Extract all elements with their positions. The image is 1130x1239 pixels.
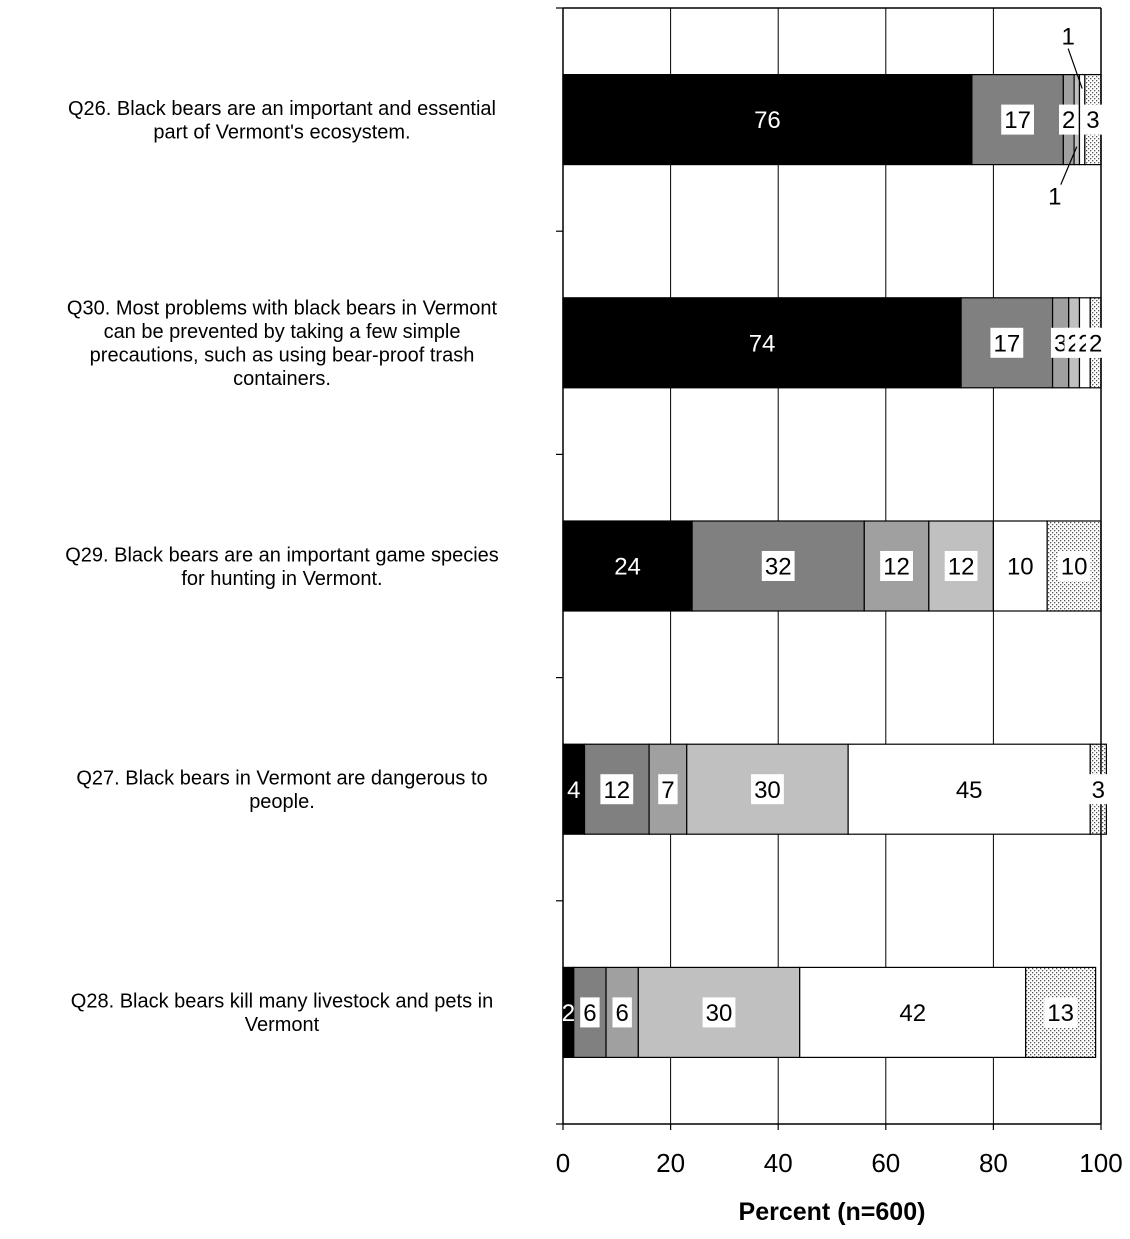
data-label-box bbox=[1001, 104, 1035, 135]
data-label: 76 bbox=[754, 107, 781, 134]
data-label-box bbox=[1085, 327, 1106, 358]
data-label: 2 bbox=[562, 1000, 575, 1027]
data-label: 6 bbox=[580, 997, 600, 1028]
data-label-text: 17 bbox=[1004, 107, 1031, 134]
data-label-text: 30 bbox=[754, 777, 781, 804]
tick-labels: 0 20 40 60 80 100 bbox=[556, 1148, 1123, 1178]
data-label: 12 bbox=[944, 551, 978, 581]
data-label: 10 bbox=[1057, 551, 1091, 581]
data-label-box bbox=[702, 997, 736, 1028]
data-label: 17 bbox=[1001, 104, 1035, 135]
data-label: 45 bbox=[956, 777, 983, 804]
x-axis-title: Percent (n=600) bbox=[739, 1198, 926, 1226]
data-label: 12 bbox=[880, 551, 913, 581]
data-label: 3 bbox=[1088, 774, 1109, 805]
data-label-box bbox=[761, 551, 795, 581]
data-label-text: 3 bbox=[1086, 107, 1099, 134]
data-label: 6 bbox=[612, 997, 632, 1028]
category-label: Q26. Black bears are an important and es… bbox=[68, 98, 496, 144]
data-label-text: 2 bbox=[562, 1000, 575, 1027]
data-label-text: 2 bbox=[1062, 107, 1075, 134]
data-label-box bbox=[600, 774, 634, 805]
data-label-text: 45 bbox=[956, 777, 983, 804]
data-label-text: 3 bbox=[1092, 777, 1105, 804]
data-label-text: 12 bbox=[603, 777, 630, 804]
data-label-text: 6 bbox=[583, 1000, 596, 1027]
data-label-text: 13 bbox=[1047, 1000, 1074, 1027]
data-label-box bbox=[1088, 774, 1109, 805]
data-label-text: 12 bbox=[883, 554, 910, 581]
data-label-text: 24 bbox=[614, 554, 641, 581]
data-label-text: 7 bbox=[661, 777, 674, 804]
data-label-text: 2 bbox=[1089, 330, 1102, 357]
data-label-text: 3 bbox=[1054, 330, 1067, 357]
x-tick-label: 100 bbox=[1079, 1148, 1122, 1178]
data-label-text: 30 bbox=[706, 1000, 733, 1027]
data-label-box bbox=[612, 997, 632, 1028]
leader-line bbox=[1060, 146, 1078, 185]
data-label-box bbox=[880, 551, 913, 581]
bar-segment bbox=[992, 520, 1048, 612]
bars bbox=[562, 73, 1107, 1059]
data-label: 32 bbox=[761, 551, 795, 581]
axes bbox=[556, 7, 1102, 1130]
data-label-text: 12 bbox=[948, 554, 975, 581]
data-label-text: 1 bbox=[1061, 24, 1074, 51]
data-label-text: 74 bbox=[749, 330, 776, 357]
data-label-box bbox=[1059, 104, 1079, 135]
data-label-text: 4 bbox=[567, 777, 580, 804]
data-label: 2 bbox=[1085, 327, 1106, 358]
category-label: Q30. Most problems with black bears in V… bbox=[67, 298, 498, 391]
data-label-box bbox=[990, 327, 1024, 358]
category-label: Q27. Black bears in Vermont are dangerou… bbox=[76, 767, 487, 813]
leader-line bbox=[1067, 48, 1083, 89]
data-label-box bbox=[751, 774, 784, 805]
data-label: 30 bbox=[751, 774, 784, 805]
data-label: 42 bbox=[899, 1000, 926, 1027]
data-label-text: 76 bbox=[754, 107, 781, 134]
x-tick-label: 0 bbox=[556, 1148, 570, 1178]
data-label-box bbox=[1083, 104, 1103, 135]
data-label-text: 42 bbox=[899, 1000, 926, 1027]
x-tick-label: 20 bbox=[656, 1148, 685, 1178]
category-labels: Q26. Black bears are an important and es… bbox=[65, 98, 499, 1036]
data-label: 2 bbox=[1059, 104, 1079, 135]
data-label-text: 1 bbox=[1048, 184, 1061, 211]
bar-segment bbox=[562, 297, 962, 389]
data-label-box bbox=[658, 774, 678, 805]
data-label-box bbox=[580, 997, 600, 1028]
data-label: 74 bbox=[749, 330, 776, 357]
data-label-text: 17 bbox=[993, 330, 1020, 357]
category-label: Q29. Black bears are an important game s… bbox=[65, 544, 499, 590]
bar-segment bbox=[847, 743, 1091, 835]
data-label: 4 bbox=[567, 777, 580, 804]
data-label: 3 bbox=[1083, 104, 1103, 135]
data-label-box bbox=[944, 551, 978, 581]
x-tick-label: 40 bbox=[764, 1148, 793, 1178]
data-label-box bbox=[1044, 997, 1078, 1028]
data-label-text: 32 bbox=[765, 554, 792, 581]
bar-segment bbox=[562, 520, 693, 612]
bar-segment bbox=[799, 966, 1027, 1059]
x-tick-label: 60 bbox=[871, 1148, 900, 1178]
data-label: 7 bbox=[658, 774, 678, 805]
bar-segment bbox=[562, 73, 973, 166]
data-label-text: 10 bbox=[1007, 554, 1034, 581]
data-label: 30 bbox=[702, 997, 736, 1028]
data-label: 13 bbox=[1044, 997, 1078, 1028]
data-label-box bbox=[1057, 551, 1091, 581]
data-label: 10 bbox=[1007, 554, 1034, 581]
data-label: 24 bbox=[614, 554, 641, 581]
data-label-text: 10 bbox=[1061, 554, 1088, 581]
category-label: Q28. Black bears kill many livestock and… bbox=[71, 991, 493, 1037]
data-label-text: 6 bbox=[616, 1000, 629, 1027]
x-tick-label: 80 bbox=[979, 1148, 1008, 1178]
data-label: 17 bbox=[990, 327, 1024, 358]
data-label: 12 bbox=[600, 774, 634, 805]
